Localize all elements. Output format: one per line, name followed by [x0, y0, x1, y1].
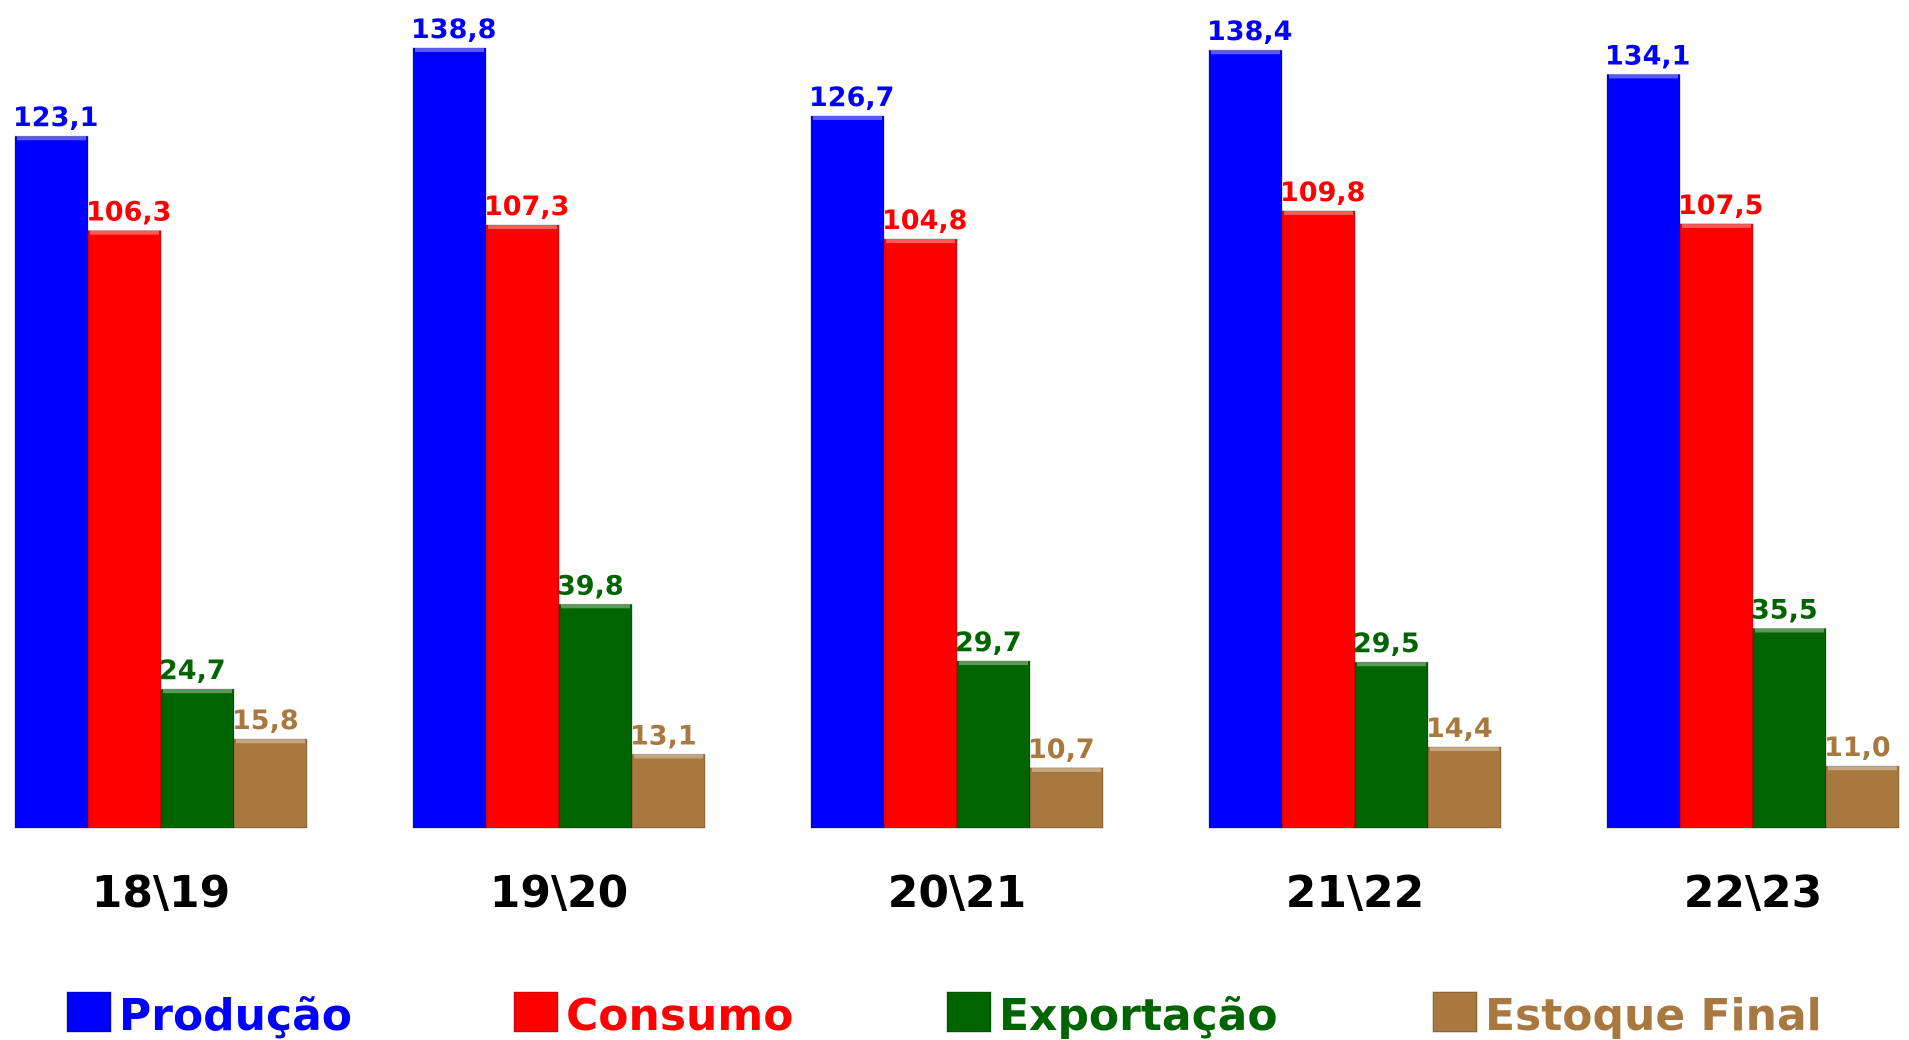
bar	[1752, 628, 1827, 829]
x-tick-label: 20\21	[888, 867, 1027, 918]
value-label: 39,8	[557, 570, 624, 601]
bar-highlight	[90, 230, 159, 235]
bar-highlight	[813, 115, 882, 120]
value-label: 24,7	[159, 655, 226, 686]
value-label: 14,4	[1426, 713, 1493, 744]
bar-highlight	[1828, 766, 1897, 771]
value-label: 15,8	[232, 705, 299, 736]
value-label: 35,5	[1751, 595, 1818, 626]
x-tick-label: 19\20	[490, 867, 629, 918]
x-tick-label: 18\19	[92, 867, 231, 918]
value-label: 109,8	[1280, 177, 1365, 208]
bar-highlight	[1284, 210, 1353, 215]
value-label: 13,1	[630, 720, 697, 751]
bar	[87, 230, 162, 829]
value-label: 106,3	[86, 197, 171, 228]
legend-label: Produção	[119, 990, 352, 1040]
bar-highlight	[634, 754, 703, 759]
bar-highlight	[561, 604, 630, 609]
bar	[1281, 210, 1356, 829]
bar-highlight	[415, 48, 484, 52]
value-label: 138,8	[411, 14, 496, 45]
bar	[1679, 223, 1754, 829]
legend-label: Consumo	[566, 990, 793, 1040]
bar	[1606, 73, 1681, 829]
value-label: 29,7	[955, 627, 1022, 658]
bar-highlight	[1032, 767, 1101, 772]
value-label: 10,7	[1028, 734, 1095, 765]
bar-highlight	[488, 225, 557, 230]
bar	[631, 753, 706, 829]
legend-swatch	[1432, 991, 1478, 1033]
legend-swatch	[946, 991, 992, 1033]
value-label: 138,4	[1207, 16, 1292, 47]
bar	[412, 47, 487, 829]
bar-highlight	[1682, 223, 1751, 228]
bar-highlight	[17, 136, 86, 141]
bar	[883, 238, 958, 829]
legend-label: Estoque Final	[1485, 990, 1822, 1040]
bar-highlight	[959, 661, 1028, 666]
x-tick-label: 22\23	[1684, 867, 1823, 918]
value-label: 11,0	[1824, 732, 1891, 763]
bar	[14, 135, 89, 829]
legend-swatch	[66, 991, 112, 1033]
bar	[485, 224, 560, 829]
value-label: 104,8	[882, 205, 967, 236]
legend-swatch	[513, 991, 559, 1033]
bar-highlight	[1211, 50, 1280, 55]
bar	[160, 688, 235, 829]
bar	[1354, 661, 1429, 829]
bar	[1427, 746, 1502, 829]
legend-label: Exportação	[999, 990, 1278, 1040]
value-label: 107,5	[1678, 190, 1763, 221]
value-label: 134,1	[1605, 40, 1690, 71]
bar	[558, 603, 633, 829]
bar	[956, 660, 1031, 829]
bar	[1208, 49, 1283, 829]
value-label: 123,1	[13, 102, 98, 133]
bar-highlight	[1430, 747, 1499, 752]
bar	[1825, 765, 1900, 829]
bar-highlight	[886, 239, 955, 244]
value-label: 126,7	[809, 82, 894, 113]
bar-highlight	[1755, 628, 1824, 633]
bar-highlight	[236, 739, 305, 744]
value-label: 29,5	[1353, 628, 1420, 659]
bar-highlight	[1609, 74, 1678, 79]
bar-highlight	[163, 689, 232, 694]
bar-highlight	[1357, 662, 1426, 667]
bar	[1029, 767, 1104, 829]
bar	[810, 115, 885, 829]
value-label: 107,3	[484, 191, 569, 222]
x-tick-label: 21\22	[1286, 867, 1425, 918]
bar	[233, 738, 308, 829]
